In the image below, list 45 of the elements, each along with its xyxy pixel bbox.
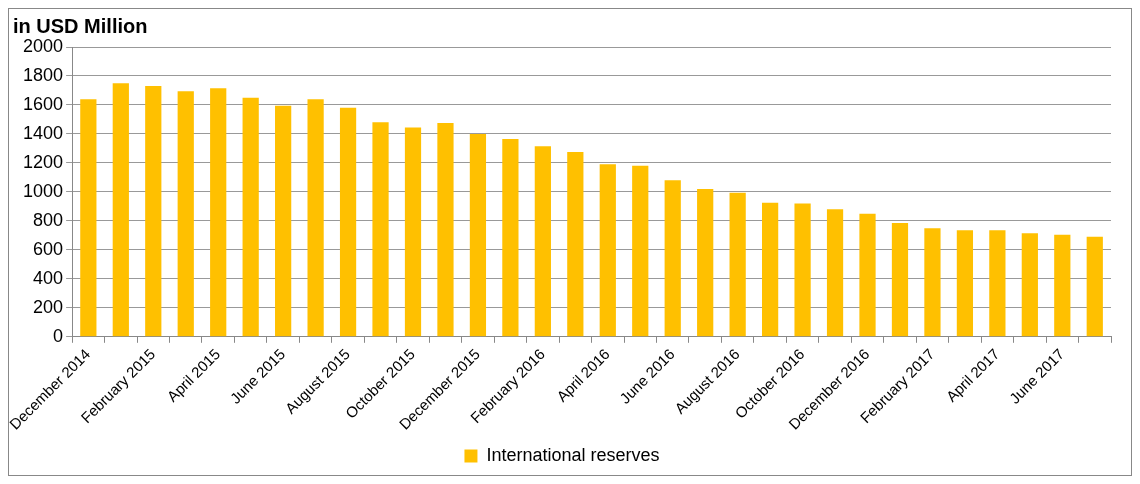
bar — [891, 223, 909, 337]
bar — [859, 213, 876, 337]
bar — [989, 230, 1006, 337]
y-tick-label: 1200 — [23, 151, 64, 172]
bar — [112, 83, 129, 337]
y-tick-label: 0 — [53, 325, 64, 346]
bar — [1054, 234, 1071, 337]
bar — [567, 152, 584, 337]
bar — [1086, 236, 1103, 337]
bar — [599, 164, 616, 337]
y-tick-label: 800 — [33, 209, 64, 230]
y-tick-label: 200 — [33, 296, 64, 317]
bar — [242, 97, 259, 337]
y-tick-label: 1000 — [23, 180, 64, 201]
bar — [794, 203, 811, 337]
bar — [372, 122, 389, 337]
bar — [437, 123, 454, 337]
legend-label: International reserves — [486, 444, 660, 465]
y-tick-label: 2000 — [23, 35, 64, 56]
bar — [924, 228, 941, 337]
chart-title: in USD Million — [13, 14, 148, 37]
bar — [502, 139, 519, 337]
bar — [145, 86, 162, 337]
bar — [729, 192, 746, 337]
bar — [956, 230, 974, 337]
bar — [826, 209, 844, 337]
bar — [534, 146, 551, 337]
bar — [339, 107, 357, 337]
y-tick-label: 600 — [33, 238, 64, 259]
bar — [210, 88, 227, 337]
bar — [404, 127, 422, 337]
bar — [664, 180, 681, 337]
bar — [177, 91, 194, 337]
y-tick-label: 1600 — [23, 93, 64, 114]
bar — [697, 189, 714, 337]
bar — [1021, 233, 1038, 337]
y-tick-label: 1400 — [23, 122, 64, 143]
bar — [632, 165, 649, 337]
y-tick-label: 400 — [33, 267, 64, 288]
bar — [762, 202, 779, 337]
bar — [80, 99, 97, 337]
bar — [469, 133, 487, 337]
bar — [307, 99, 324, 337]
y-tick-label: 1800 — [23, 64, 64, 85]
bar — [275, 105, 292, 337]
